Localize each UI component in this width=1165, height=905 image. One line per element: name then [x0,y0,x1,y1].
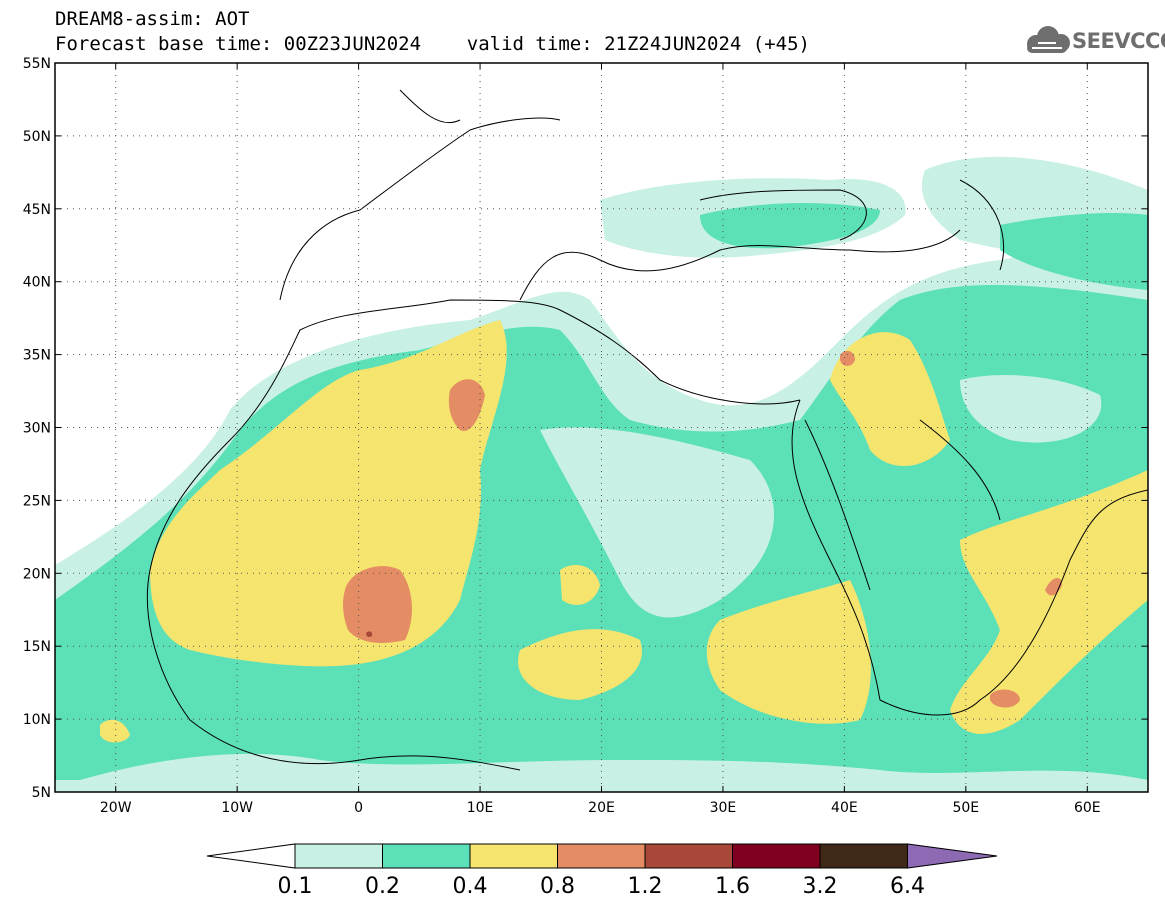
lat-tick-label: 55N [23,56,51,72]
aot-band-0.4-sudan [518,629,642,700]
aot-band-0.2-east [1000,213,1148,290]
colorbar-label: 1.2 [628,874,663,899]
coastlines [146,89,1148,771]
lat-tick-label: 30N [23,421,51,437]
longitude-axis: 20W 10W 0 10E 20E 30E 40E 50E 60E [100,63,1101,816]
lat-tick-label: 35N [23,348,51,364]
aot-band-1.2-mali [366,631,373,637]
aot-band-0.8-iraq [840,350,855,366]
lat-tick-label: 15N [23,639,51,655]
colorbar-label: 6.4 [890,874,925,899]
latitude-axis: 55N 50N 45N 40N 35N 30N 25N 20N 15N 10N 5N [23,56,1148,801]
lon-tick-label: 60E [1074,800,1101,816]
cloud-logo-icon [1027,26,1070,53]
colorbar-segment [819,843,908,869]
lon-tick-label: 20E [588,800,615,816]
lat-tick-label: 5N [32,785,51,801]
aot-low-arabia [960,375,1102,443]
lon-tick-label: 10E [467,800,494,816]
colorbar-label: 3.2 [803,874,838,899]
colorbar-segment [557,843,646,869]
colorbar-high-arrow [907,843,998,869]
aot-field [55,156,1148,792]
colorbar-label: 1.6 [715,874,750,899]
aot-band-0.4-oman [950,470,1148,734]
aot-low-egypt [540,427,774,618]
colorbar-segment [732,843,821,869]
lat-tick-label: 10N [23,712,51,728]
lon-tick-label: 30E [710,800,737,816]
colorbar-segment [644,843,733,869]
map-title: DREAM8-assim: AOT [55,8,250,30]
colorbar-segment [469,843,558,869]
aot-band-0.8-algeria [448,379,485,431]
lat-tick-label: 45N [23,202,51,218]
colorbar-label: 0.1 [278,874,313,899]
forecast-times: Forecast base time: 00Z23JUN2024 valid t… [55,33,810,55]
lon-tick-label: 50E [952,800,979,816]
lat-tick-label: 40N [23,275,51,291]
lat-tick-label: 25N [23,493,51,509]
colorbar-label: 0.8 [540,874,575,899]
lat-tick-label: 20N [23,566,51,582]
aot-band-0.4-sahara [150,320,507,667]
colorbar-segment [294,843,383,869]
colorbar-low-arrow [206,843,296,869]
colorbar-segment [382,843,471,869]
aot-band-0.4-iraq [830,332,950,467]
aot-band-0.4-horn [706,580,871,724]
colorbar-label: 0.2 [365,874,400,899]
lon-tick-label: 0 [354,800,363,816]
logo-text: SEEVCCC [1072,29,1165,53]
aot-band-0.4-wafrica [100,719,130,743]
lon-tick-label: 20W [100,800,132,816]
aot-band-0.2-north [700,203,880,249]
aot-band-0.8-somalia [990,689,1020,708]
lat-tick-label: 50N [23,129,51,145]
colorbar: 0.1 0.2 0.4 0.8 1.2 1.6 3.2 6.4 [206,843,998,899]
aot-band-0.8-mali [343,566,412,643]
lon-tick-label: 40E [831,800,858,816]
lon-tick-label: 10W [221,800,253,816]
aot-band-0.4-central [560,565,600,605]
colorbar-label: 0.4 [453,874,488,899]
